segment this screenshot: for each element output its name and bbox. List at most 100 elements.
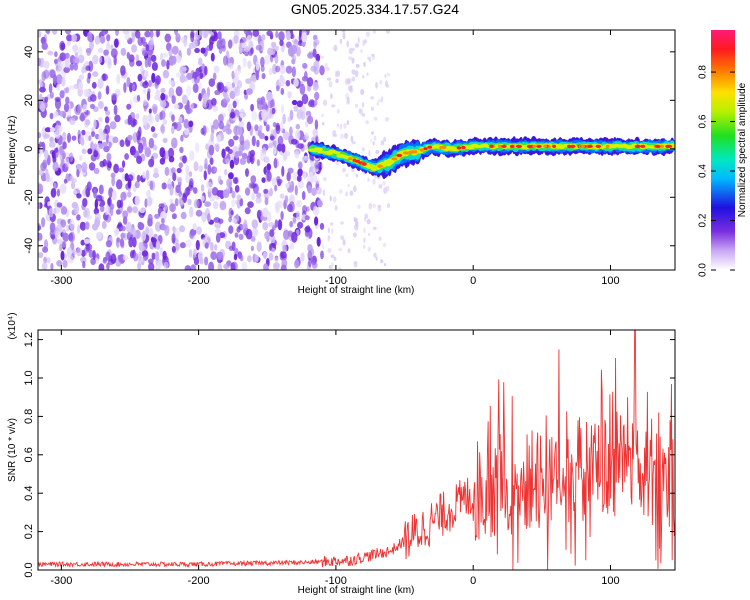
noise-cell [100, 205, 105, 213]
noise-cell [274, 45, 279, 52]
noise-cell [252, 30, 260, 37]
noise-cell [287, 46, 294, 57]
noise-cell [62, 131, 67, 142]
noise-cell [126, 204, 133, 215]
noise-cell [43, 133, 50, 139]
noise-cell [266, 163, 271, 171]
noise-cell [147, 218, 153, 227]
noise-cell [171, 137, 178, 149]
noise-cell [244, 139, 251, 151]
noise-cell [145, 169, 150, 181]
noise-cell [73, 204, 79, 215]
noise-cell [95, 231, 103, 240]
signal-cell [384, 162, 392, 167]
noise-cell [104, 206, 109, 216]
noise-cell [92, 54, 99, 65]
noise-cell [73, 189, 77, 196]
noise-cell [138, 241, 144, 252]
noise-cell [336, 70, 341, 77]
noise-cell [80, 239, 85, 246]
noise-cell [307, 52, 314, 59]
noise-cell [70, 242, 75, 251]
noise-cell [383, 137, 386, 142]
noise-cell [190, 264, 197, 270]
noise-cell [322, 189, 326, 196]
noise-cell [137, 261, 142, 270]
noise-cell [43, 239, 49, 250]
noise-cell [60, 219, 67, 228]
noise-cell [116, 237, 121, 243]
noise-cell [91, 81, 97, 89]
noise-cell [368, 203, 373, 210]
noise-cell [358, 108, 362, 114]
noise-cell [255, 197, 262, 204]
noise-cell [122, 254, 128, 261]
noise-cell [115, 30, 119, 37]
snr-y-tick-label: 0.6 [23, 447, 35, 462]
noise-cell [282, 113, 286, 125]
noise-cell [229, 159, 235, 169]
noise-cell [382, 242, 387, 248]
spectrogram-xlabel: Height of straight line (km) [298, 285, 415, 296]
noise-cell [355, 103, 358, 108]
noise-cell [85, 221, 90, 230]
noise-cell [279, 39, 284, 47]
noise-cell [359, 108, 364, 115]
noise-cell [152, 133, 158, 138]
noise-cell [316, 186, 322, 195]
noise-cell [327, 248, 332, 253]
noise-cell [112, 136, 119, 144]
noise-cell [190, 31, 195, 43]
noise-cell [110, 48, 118, 58]
noise-cell [251, 73, 258, 83]
noise-cell [142, 88, 147, 94]
noise-cell [314, 91, 320, 101]
noise-cell [82, 197, 88, 207]
noise-cell [304, 215, 310, 221]
noise-cell [162, 52, 168, 58]
noise-cell [185, 173, 190, 183]
noise-cell [222, 55, 228, 66]
noise-cell [105, 85, 110, 95]
noise-cell [98, 133, 104, 142]
spectrogram-y-tick-label: 20 [23, 94, 35, 106]
noise-cell [328, 265, 333, 270]
noise-cell [56, 238, 63, 244]
noise-cell [126, 51, 130, 59]
noise-cell [154, 251, 160, 261]
noise-cell [240, 112, 244, 119]
noise-cell [213, 65, 220, 74]
noise-cell [243, 30, 250, 35]
noise-cell [214, 143, 220, 151]
noise-cell [63, 66, 71, 73]
noise-cell [183, 37, 188, 47]
noise-cell [268, 252, 274, 261]
noise-cell [204, 201, 212, 207]
noise-cell [291, 231, 298, 243]
noise-cell [206, 44, 213, 52]
noise-cell [94, 213, 101, 221]
noise-cell [68, 84, 75, 91]
noise-cell [56, 202, 63, 208]
noise-cell [150, 54, 157, 63]
noise-cell [372, 30, 377, 34]
noise-cell [232, 100, 237, 109]
noise-cell [233, 135, 239, 141]
noise-cell [120, 225, 126, 232]
noise-cell [281, 165, 285, 177]
noise-cell [277, 219, 283, 231]
noise-cell [338, 189, 343, 194]
noise-cell [56, 74, 63, 85]
noise-cell [245, 187, 251, 196]
noise-cell [355, 174, 359, 178]
noise-cell [176, 176, 183, 183]
noise-cell [225, 123, 231, 131]
spectrogram-cells [38, 30, 675, 270]
noise-cell [245, 78, 252, 84]
noise-cell [367, 246, 372, 252]
noise-cell [229, 90, 236, 100]
noise-cell [250, 245, 254, 252]
noise-cell [175, 121, 182, 132]
signal-peak [536, 144, 542, 148]
noise-cell [114, 228, 120, 235]
